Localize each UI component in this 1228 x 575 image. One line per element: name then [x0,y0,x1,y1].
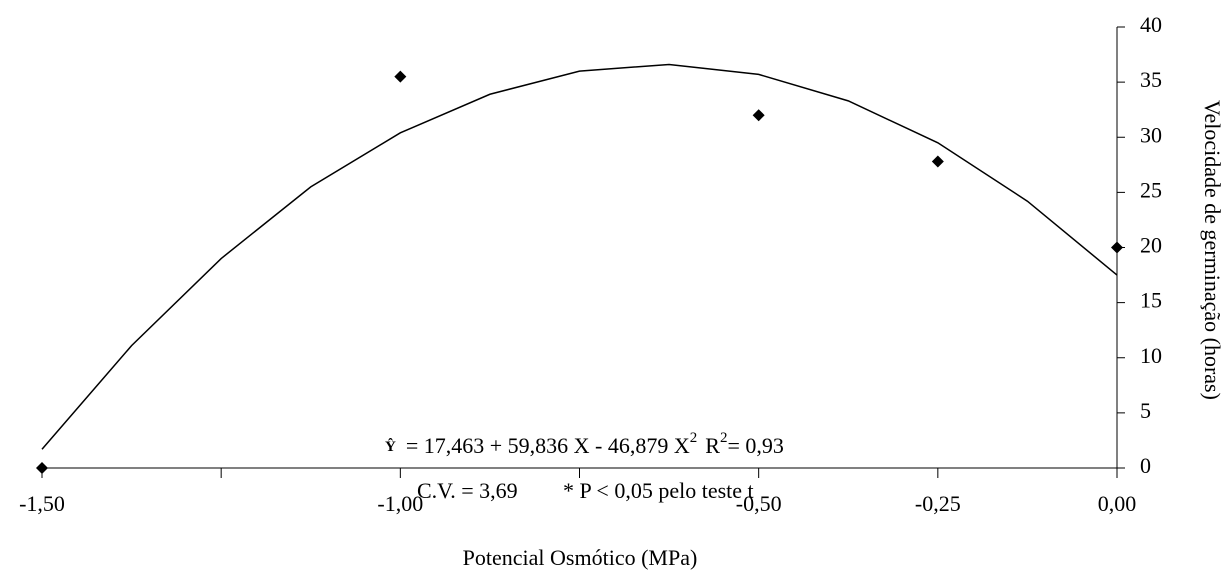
point [752,109,765,122]
x-axis-title: Potencial Osmótico (MPa) [463,545,698,570]
x-tick-label: -0,25 [915,491,961,516]
point [394,70,407,83]
x-tick-label: -1,50 [19,491,65,516]
y-tick-label: 15 [1140,288,1162,313]
annotation: * P < 0,05 pelo teste t [563,478,754,503]
y-tick-label: 40 [1140,12,1162,37]
x-tick-label: -1,00 [377,491,423,516]
equation-part: R [705,433,720,458]
equation-part: 2 [720,430,728,446]
point [931,155,944,168]
y-tick-label: 35 [1140,67,1162,92]
y-tick-label: 25 [1140,177,1162,202]
fit-curve [41,63,1118,450]
annotation: C.V. = 3,69 [417,478,518,503]
equation-part: 2 [690,430,698,446]
y-axis-title: Velocidade de germinação (horas) [1200,100,1225,400]
y-tick-label: 0 [1140,453,1151,478]
y-tick-label: 5 [1140,398,1151,423]
y-tick-label: 10 [1140,343,1162,368]
equation-part: = 17,463 + 59,836 X - 46,879 X [406,433,690,458]
point [36,462,48,474]
y-tick-label: 30 [1140,122,1162,147]
equation: Ŷ = 17,463 + 59,836 X - 46,879 X2 R2= 0,93 [385,430,784,458]
equation-part: Ŷ [385,438,396,455]
point [1111,241,1123,254]
y-tick-label: 20 [1140,233,1162,258]
equation-part: = 0,93 [727,433,783,458]
x-tick-label: -0,50 [736,491,782,516]
x-tick-label: 0,00 [1098,491,1137,516]
